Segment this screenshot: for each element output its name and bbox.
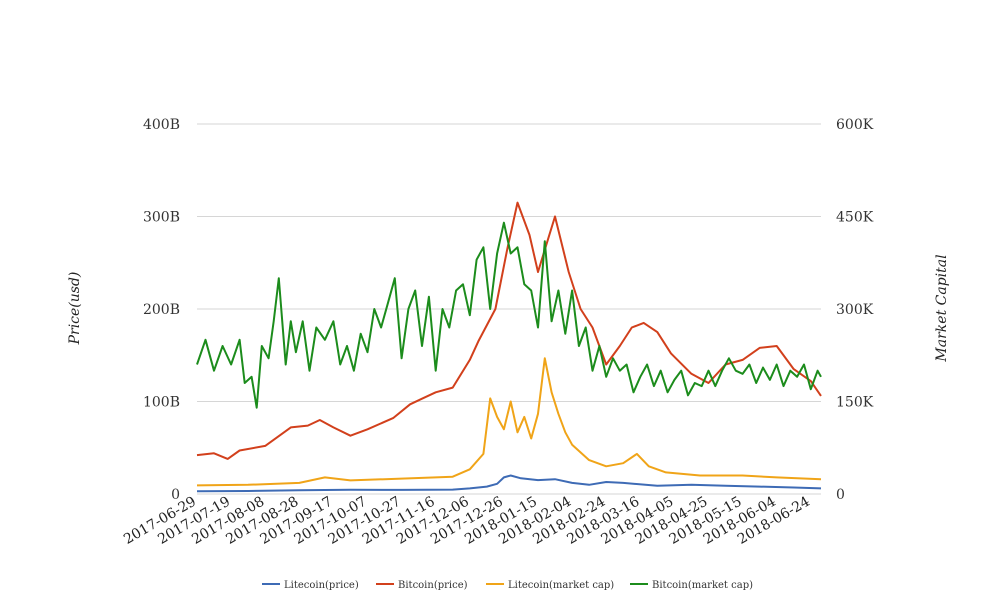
right-tick-label: 600K — [836, 117, 874, 133]
left-tick-label: 300B — [143, 210, 180, 226]
left-axis-title: Price(usd) — [67, 272, 83, 346]
left-axis-ticks: 0 100B 200B 300B 400B — [143, 117, 180, 503]
right-tick-label: 300K — [836, 302, 874, 318]
left-tick-label: 400B — [143, 117, 180, 133]
series-line-3 — [196, 221, 822, 409]
right-tick-label: 450K — [836, 210, 874, 226]
grid-lines — [197, 123, 821, 495]
left-tick-label: 0 — [171, 487, 180, 503]
series-line-1 — [196, 201, 822, 460]
legend-label: Litecoin(price) — [284, 580, 359, 591]
right-tick-label: 150K — [836, 395, 874, 411]
series-line-0 — [196, 474, 822, 493]
legend-label: Bitcoin(market cap) — [652, 580, 753, 591]
legend: Litecoin(price) Bitcoin(price) Litecoin(ma… — [262, 580, 753, 591]
left-tick-label: 200B — [143, 302, 180, 318]
left-tick-label: 100B — [143, 395, 180, 411]
right-tick-label: 0 — [836, 487, 845, 503]
series-lines — [196, 201, 822, 493]
x-axis-ticks: 2017-06-292017-07-192017-08-082017-08-28… — [121, 494, 813, 548]
series-line-2 — [196, 357, 822, 487]
right-axis-ticks: 0 150K 300K 450K 600K — [836, 117, 874, 503]
legend-label: Bitcoin(price) — [398, 580, 468, 591]
right-axis-title: Market Capital — [934, 254, 950, 362]
legend-label: Litecoin(market cap) — [508, 580, 614, 591]
